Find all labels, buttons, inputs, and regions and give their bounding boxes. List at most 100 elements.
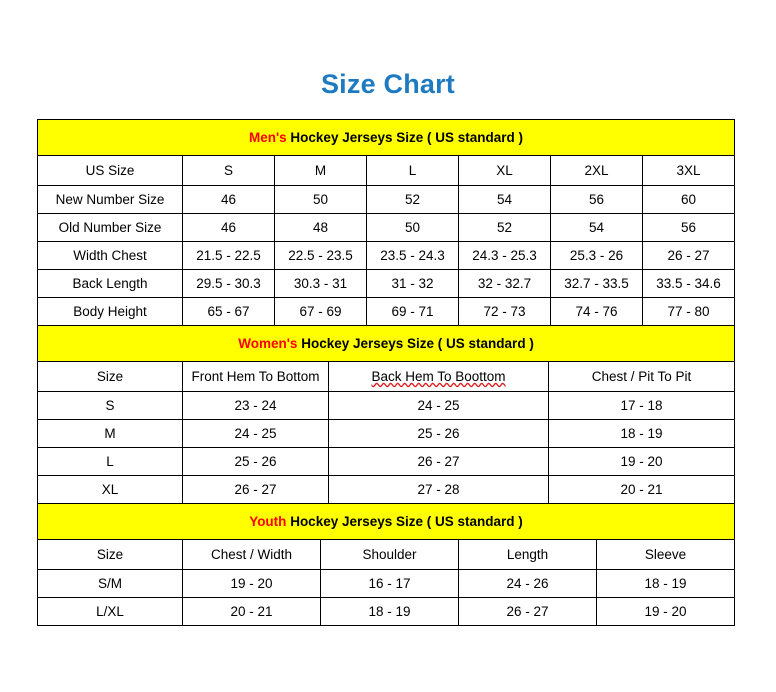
row-label: L/XL [37,597,183,626]
table-cell: 72 - 73 [458,297,551,326]
table-cell: 17 - 18 [547,391,736,420]
youth-section-banner: Youth Hockey Jerseys Size ( US standard … [37,503,735,540]
table-cell: 24 - 26 [458,569,597,598]
youth-banner-rest: Hockey Jerseys Size ( US standard ) [286,514,523,529]
youth-banner-accent: Youth [249,514,287,529]
table-cell: 24.3 - 25.3 [458,241,551,270]
mens-column-header: L [366,155,459,186]
mens-header-row: US Size S M L XL 2XL 3XL [37,155,735,186]
womens-column-header: Front Hem To Bottom [182,361,329,392]
table-row: XL 26 - 27 27 - 28 20 - 21 [37,475,736,504]
table-cell: 46 [182,185,275,214]
table-cell: 16 - 17 [320,569,459,598]
table-cell: 25 - 26 [182,447,329,476]
row-label: S [37,391,183,420]
table-cell: 26 - 27 [182,475,329,504]
table-cell: 74 - 76 [550,297,643,326]
womens-section-banner: Women's Hockey Jerseys Size ( US standar… [36,325,736,362]
womens-banner-rest: Hockey Jerseys Size ( US standard ) [297,336,534,351]
table-cell: 50 [366,213,459,242]
size-chart-container: Men's Hockey Jerseys Size ( US standard … [36,119,736,626]
table-cell: 26 - 27 [328,447,549,476]
table-cell: 54 [550,213,643,242]
table-cell: 27 - 28 [328,475,549,504]
table-cell: 22.5 - 23.5 [274,241,367,270]
womens-column-header: Chest / Pit To Pit [547,361,736,392]
womens-header-row: Size Front Hem To Bottom Back Hem To Boo… [37,361,736,392]
youth-column-header: Sleeve [596,539,735,570]
table-cell: 25.3 - 26 [550,241,643,270]
table-cell: 48 [274,213,367,242]
womens-size-table: Women's Hockey Jerseys Size ( US standar… [36,325,736,504]
row-label: M [37,419,183,448]
table-cell: 23.5 - 24.3 [366,241,459,270]
mens-banner-accent: Men's [248,130,287,145]
row-label: Back Length [37,269,183,298]
table-cell: 65 - 67 [182,297,275,326]
row-label: XL [37,475,183,504]
youth-size-table: Youth Hockey Jerseys Size ( US standard … [37,503,735,626]
table-row: S/M 19 - 20 16 - 17 24 - 26 18 - 19 [37,569,735,598]
table-cell: 20 - 21 [547,475,736,504]
table-cell: 67 - 69 [274,297,367,326]
table-row: M 24 - 25 25 - 26 18 - 19 [37,419,736,448]
table-cell: 24 - 25 [328,391,549,420]
mens-section-banner: Men's Hockey Jerseys Size ( US standard … [37,119,735,156]
womens-banner-accent: Women's [238,336,298,351]
table-cell: 56 [642,213,735,242]
table-cell: 26 - 27 [642,241,735,270]
table-cell: 25 - 26 [328,419,549,448]
table-cell: 23 - 24 [182,391,329,420]
table-cell: 32 - 32.7 [458,269,551,298]
row-label: New Number Size [37,185,183,214]
youth-column-header: Chest / Width [182,539,321,570]
table-cell: 46 [182,213,275,242]
row-label: Body Height [37,297,183,326]
table-cell: 19 - 20 [596,597,735,626]
youth-column-header: Shoulder [320,539,459,570]
womens-column-header-text: Back Hem To Boottom [371,369,506,384]
table-cell: 69 - 71 [366,297,459,326]
table-row: Back Length 29.5 - 30.3 30.3 - 31 31 - 3… [37,269,735,298]
table-cell: 60 [642,185,735,214]
table-cell: 26 - 27 [458,597,597,626]
table-row: Width Chest 21.5 - 22.5 22.5 - 23.5 23.5… [37,241,735,270]
mens-size-table: Men's Hockey Jerseys Size ( US standard … [37,119,735,326]
table-cell: 19 - 20 [547,447,736,476]
table-cell: 18 - 19 [320,597,459,626]
table-cell: 21.5 - 22.5 [182,241,275,270]
table-row: Body Height 65 - 67 67 - 69 69 - 71 72 -… [37,297,735,326]
youth-header-row: Size Chest / Width Shoulder Length Sleev… [37,539,735,570]
womens-column-header: Back Hem To Boottom [328,361,549,392]
table-cell: 18 - 19 [547,419,736,448]
mens-column-header: XL [458,155,551,186]
table-cell: 24 - 25 [182,419,329,448]
table-cell: 50 [274,185,367,214]
table-cell: 31 - 32 [366,269,459,298]
womens-column-header: Size [37,361,183,392]
mens-column-header: US Size [37,155,183,186]
row-label: L [37,447,183,476]
table-cell: 19 - 20 [182,569,321,598]
table-cell: 30.3 - 31 [274,269,367,298]
mens-banner-rest: Hockey Jerseys Size ( US standard ) [286,130,524,145]
youth-banner-row: Youth Hockey Jerseys Size ( US standard … [37,503,735,540]
table-cell: 77 - 80 [642,297,735,326]
table-row: S 23 - 24 24 - 25 17 - 18 [37,391,736,420]
table-cell: 20 - 21 [182,597,321,626]
womens-banner-row: Women's Hockey Jerseys Size ( US standar… [36,325,736,362]
mens-column-header: S [182,155,275,186]
table-cell: 52 [366,185,459,214]
row-label: Old Number Size [37,213,183,242]
table-row: L/XL 20 - 21 18 - 19 26 - 27 19 - 20 [37,597,735,626]
table-cell: 29.5 - 30.3 [182,269,275,298]
table-cell: 18 - 19 [596,569,735,598]
mens-column-header: 2XL [550,155,643,186]
youth-column-header: Length [458,539,597,570]
table-cell: 52 [458,213,551,242]
youth-column-header: Size [37,539,183,570]
mens-banner-row: Men's Hockey Jerseys Size ( US standard … [37,119,735,156]
mens-column-header: 3XL [642,155,735,186]
row-label: Width Chest [37,241,183,270]
page-title: Size Chart [320,69,456,99]
